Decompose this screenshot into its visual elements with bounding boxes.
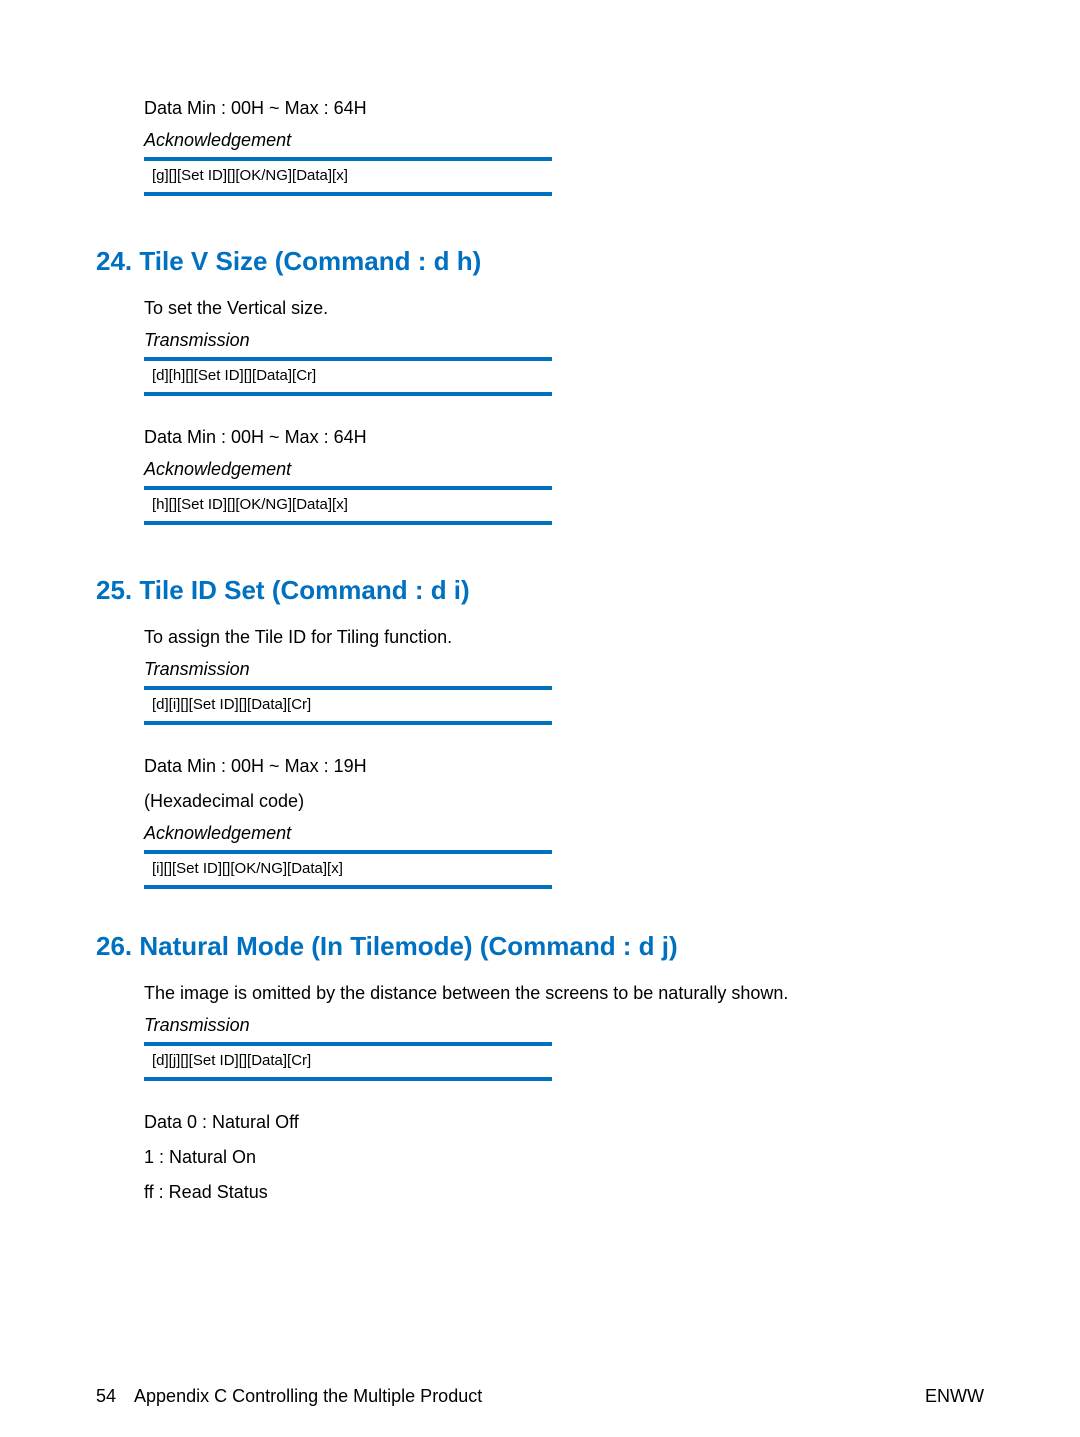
acknowledgement-label: Acknowledgement <box>144 130 984 151</box>
desc-25: To assign the Tile ID for Tiling functio… <box>144 624 984 651</box>
data-range-25: Data Min : 00H ~ Max : 19H <box>144 753 984 780</box>
page-footer: 54 Appendix C Controlling the Multiple P… <box>96 1386 984 1407</box>
acknowledgement-label-24: Acknowledgement <box>144 459 984 480</box>
ack-codebox-25: [i][][Set ID][][OK/NG][Data][x] <box>144 850 552 889</box>
ack-code-text: [g][][Set ID][][OK/NG][Data][x] <box>152 167 348 184</box>
tx-codebox-26: [d][j][][Set ID][][Data][Cr] <box>144 1042 552 1081</box>
tx-code-24: [d][h][][Set ID][][Data][Cr] <box>152 367 316 384</box>
data1-26: 1 : Natural On <box>144 1144 984 1171</box>
ack-codebox-24: [h][][Set ID][][OK/NG][Data][x] <box>144 486 552 525</box>
data-range-24: Data Min : 00H ~ Max : 64H <box>144 424 984 451</box>
heading-26: 26. Natural Mode (In Tilemode) (Command … <box>96 931 984 962</box>
section-25: To assign the Tile ID for Tiling functio… <box>144 624 984 889</box>
transmission-label-25: Transmission <box>144 659 984 680</box>
transmission-label-24: Transmission <box>144 330 984 351</box>
tx-codebox-24: [d][h][][Set ID][][Data][Cr] <box>144 357 552 396</box>
section-continuation: Data Min : 00H ~ Max : 64H Acknowledgeme… <box>144 95 984 196</box>
tx-code-26: [d][j][][Set ID][][Data][Cr] <box>152 1052 311 1069</box>
acknowledgement-label-25: Acknowledgement <box>144 823 984 844</box>
ack-codebox: [g][][Set ID][][OK/NG][Data][x] <box>144 157 552 196</box>
section-24: To set the Vertical size. Transmission [… <box>144 295 984 525</box>
tx-code-25: [d][i][][Set ID][][Data][Cr] <box>152 696 311 713</box>
heading-24: 24. Tile V Size (Command : d h) <box>96 246 984 277</box>
page-number: 54 <box>96 1386 116 1407</box>
data-ff-26: ff : Read Status <box>144 1179 984 1206</box>
data0-26: Data 0 : Natural Off <box>144 1109 984 1136</box>
desc-24: To set the Vertical size. <box>144 295 984 322</box>
footer-right: ENWW <box>925 1386 984 1407</box>
ack-code-24: [h][][Set ID][][OK/NG][Data][x] <box>152 496 348 513</box>
appendix-title: Appendix C Controlling the Multiple Prod… <box>134 1386 482 1407</box>
ack-code-25: [i][][Set ID][][OK/NG][Data][x] <box>152 860 343 877</box>
transmission-label-26: Transmission <box>144 1015 984 1036</box>
section-26: The image is omitted by the distance bet… <box>144 980 984 1206</box>
desc-26: The image is omitted by the distance bet… <box>144 980 984 1007</box>
tx-codebox-25: [d][i][][Set ID][][Data][Cr] <box>144 686 552 725</box>
data-range-text: Data Min : 00H ~ Max : 64H <box>144 95 984 122</box>
hex-note-25: (Hexadecimal code) <box>144 788 984 815</box>
heading-25: 25. Tile ID Set (Command : d i) <box>96 575 984 606</box>
